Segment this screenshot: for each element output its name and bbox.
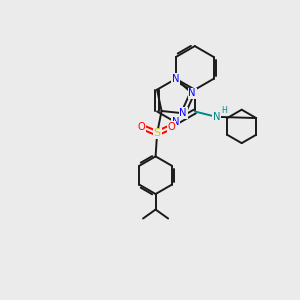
Text: N: N	[172, 74, 180, 84]
Text: S: S	[154, 128, 161, 138]
Text: N: N	[188, 88, 196, 98]
Text: O: O	[138, 122, 146, 132]
Text: N: N	[172, 117, 180, 128]
Text: N: N	[212, 112, 220, 122]
Text: H: H	[222, 106, 228, 116]
Text: N: N	[179, 108, 187, 118]
Text: O: O	[167, 122, 175, 132]
